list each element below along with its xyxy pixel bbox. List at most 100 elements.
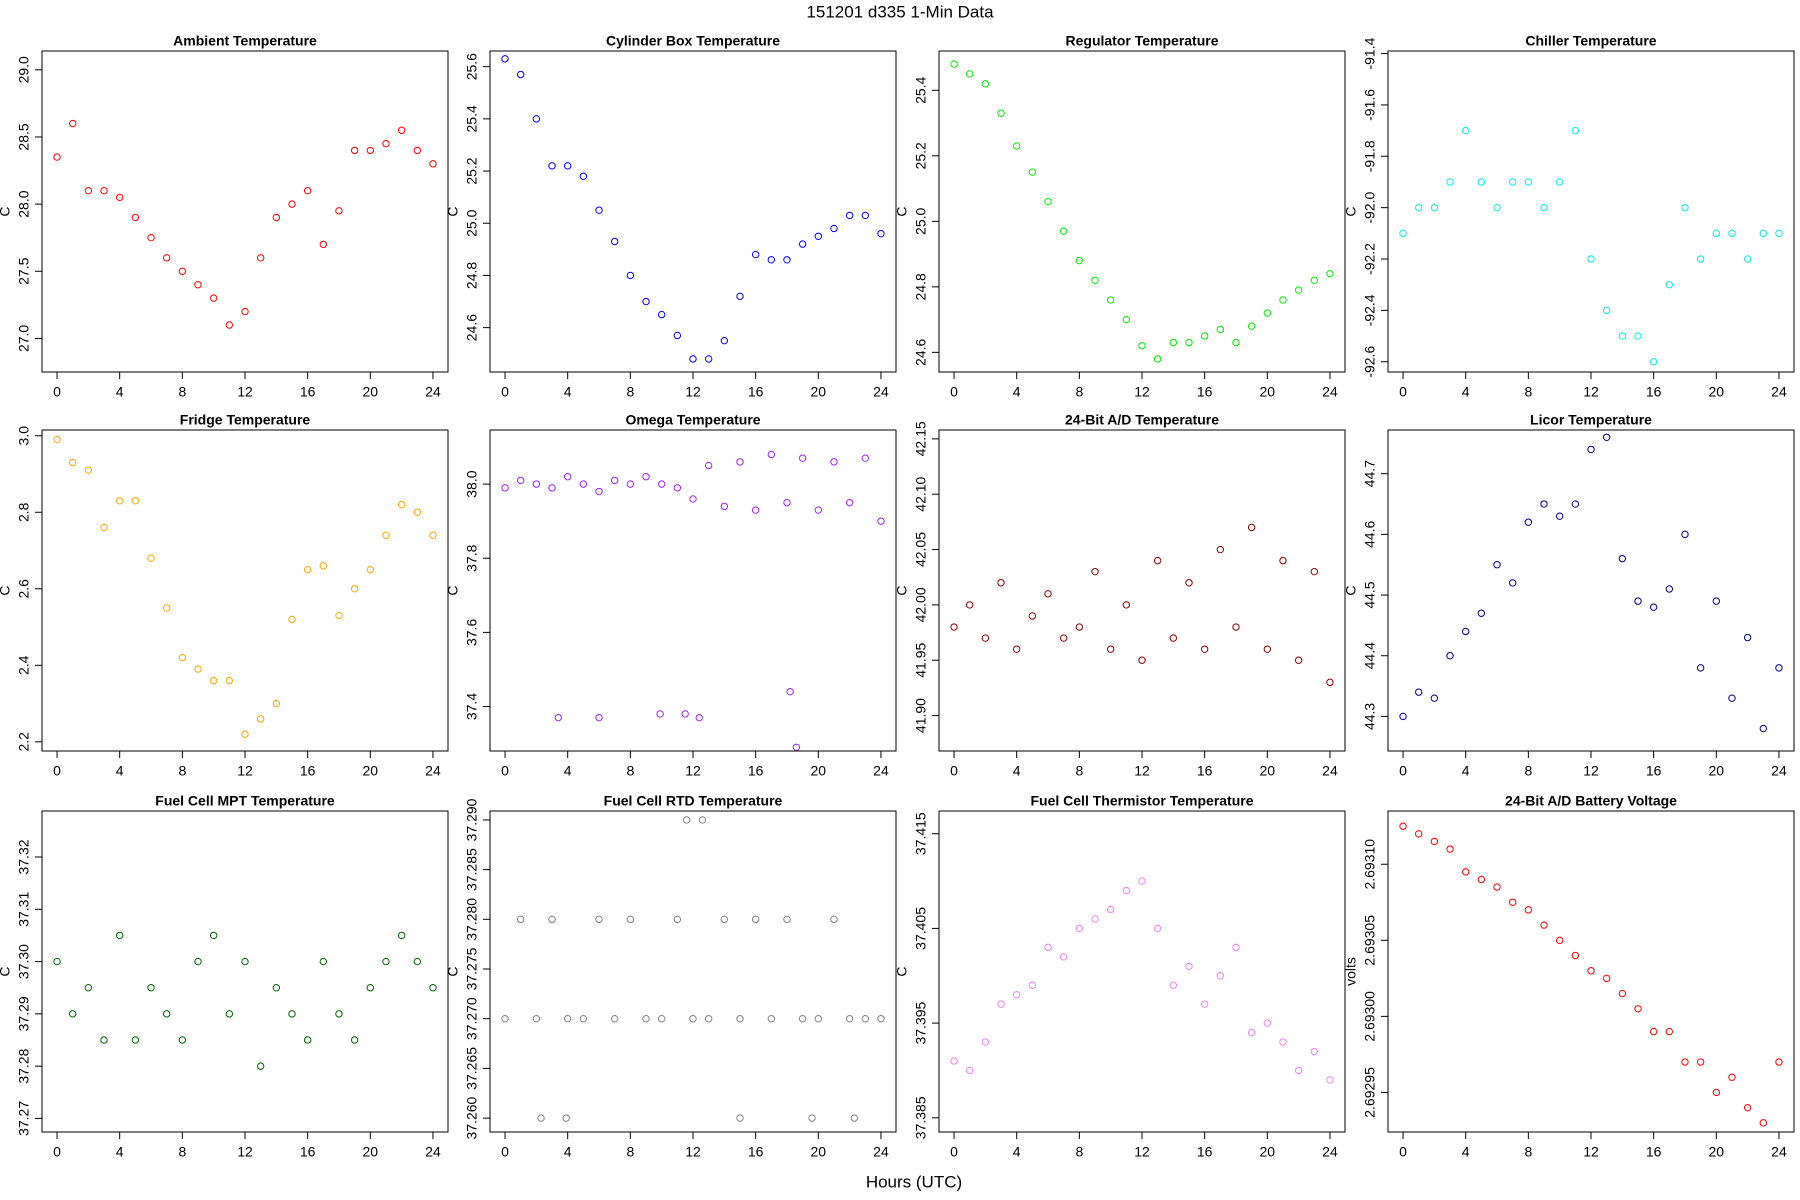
- point: [1587, 445, 1595, 454]
- point: [845, 498, 854, 507]
- point: [382, 531, 390, 539]
- x-tick-label: 4: [1013, 1144, 1021, 1160]
- x-tick-label: 24: [873, 763, 889, 779]
- point: [1524, 906, 1533, 914]
- point: [319, 562, 328, 570]
- point: [501, 55, 509, 63]
- point: [1477, 609, 1486, 617]
- y-axis-label: C: [0, 966, 13, 976]
- plot-frame: [938, 810, 1346, 1133]
- point: [1232, 338, 1240, 347]
- x-tick-label: 16: [1197, 763, 1213, 779]
- point: [610, 1015, 619, 1023]
- point: [786, 687, 794, 696]
- panel: Fuel Cell MPT Temperature C 0 4 8 12 16 20 24 37.…: [0, 793, 449, 1160]
- y-tick-label: 37.395: [913, 1001, 929, 1044]
- y-tick-label: 25.2: [464, 157, 480, 184]
- y-tick-label: 42.10: [913, 476, 929, 511]
- point: [720, 502, 729, 511]
- y-tick-label: 2.6: [16, 579, 32, 599]
- point: [241, 307, 249, 316]
- y-tick-label: 44.5: [1362, 581, 1378, 608]
- x-tick-label: 16: [300, 384, 316, 400]
- point: [704, 355, 713, 363]
- point: [877, 517, 885, 525]
- y-axis-label: volts: [1343, 957, 1359, 986]
- point: [1587, 255, 1595, 263]
- point: [1759, 724, 1767, 733]
- x-tick-label: 0: [501, 763, 509, 779]
- y-tick-label: 38.0: [464, 470, 480, 497]
- point: [579, 172, 588, 180]
- point: [1696, 1058, 1705, 1066]
- point: [303, 565, 312, 574]
- point: [1326, 270, 1334, 278]
- point: [1169, 634, 1178, 642]
- panel: Omega Temperature C 0 4 8 12 16 20 24 37.4 37.6 37.…: [445, 412, 897, 779]
- point: [1091, 276, 1099, 284]
- x-tick-label: 8: [178, 1144, 186, 1160]
- point: [563, 473, 572, 481]
- x-tick-label: 12: [685, 384, 701, 400]
- point: [1696, 664, 1705, 672]
- y-tick-label: 44.7: [1362, 460, 1378, 487]
- point: [241, 730, 249, 738]
- y-tick-label: 37.31: [16, 892, 32, 927]
- point: [288, 1010, 296, 1018]
- plot-frame: [489, 429, 897, 752]
- point: [1399, 712, 1407, 721]
- point: [1216, 325, 1225, 334]
- y-tick-label: 28.0: [16, 190, 32, 217]
- point: [288, 615, 296, 624]
- point: [673, 484, 682, 492]
- point: [1618, 332, 1627, 340]
- point: [131, 1036, 140, 1044]
- point: [689, 1015, 697, 1023]
- y-tick-label: 37.32: [16, 839, 32, 874]
- point: [1216, 972, 1225, 980]
- point: [319, 240, 328, 249]
- x-tick-label: 24: [873, 384, 889, 400]
- x-tick-label: 16: [748, 384, 764, 400]
- point: [115, 497, 124, 505]
- point: [1493, 203, 1501, 212]
- point: [1571, 951, 1580, 960]
- point: [1634, 1005, 1642, 1013]
- point: [1138, 877, 1146, 885]
- point: [595, 713, 603, 722]
- panel-title: Omega Temperature: [625, 412, 760, 428]
- point: [517, 70, 525, 79]
- point: [1232, 623, 1240, 631]
- x-tick-label: 0: [1399, 384, 1407, 400]
- x-tick-label: 8: [1524, 763, 1532, 779]
- y-tick-label: 25.4: [913, 76, 929, 103]
- panel-title: Ambient Temperature: [173, 33, 317, 49]
- plot-frame: [41, 50, 449, 373]
- point: [162, 1010, 171, 1018]
- panel-title: Fuel Cell RTD Temperature: [604, 793, 783, 809]
- point: [681, 710, 689, 718]
- point: [698, 816, 707, 824]
- point: [610, 476, 619, 485]
- panel-title: 24-Bit A/D Temperature: [1065, 412, 1219, 428]
- point: [767, 450, 776, 459]
- point: [1524, 178, 1533, 186]
- point: [225, 1010, 234, 1018]
- y-tick-label: 2.69300: [1362, 991, 1378, 1042]
- panel-title: Licor Temperature: [1530, 412, 1652, 428]
- point: [704, 461, 713, 470]
- point: [382, 957, 390, 966]
- y-tick-label: 42.05: [913, 532, 929, 567]
- y-tick-label: 37.415: [913, 812, 929, 855]
- point: [131, 497, 140, 505]
- x-tick-label: 24: [1771, 763, 1787, 779]
- point: [272, 213, 281, 222]
- y-tick-label: -92.6: [1362, 346, 1378, 378]
- x-tick-label: 8: [1524, 1144, 1532, 1160]
- x-tick-label: 12: [685, 763, 701, 779]
- point: [562, 1114, 570, 1122]
- x-tick-label: 4: [1462, 763, 1470, 779]
- plot-frame: [938, 50, 1346, 373]
- x-tick-label: 4: [116, 384, 124, 400]
- point: [335, 611, 343, 620]
